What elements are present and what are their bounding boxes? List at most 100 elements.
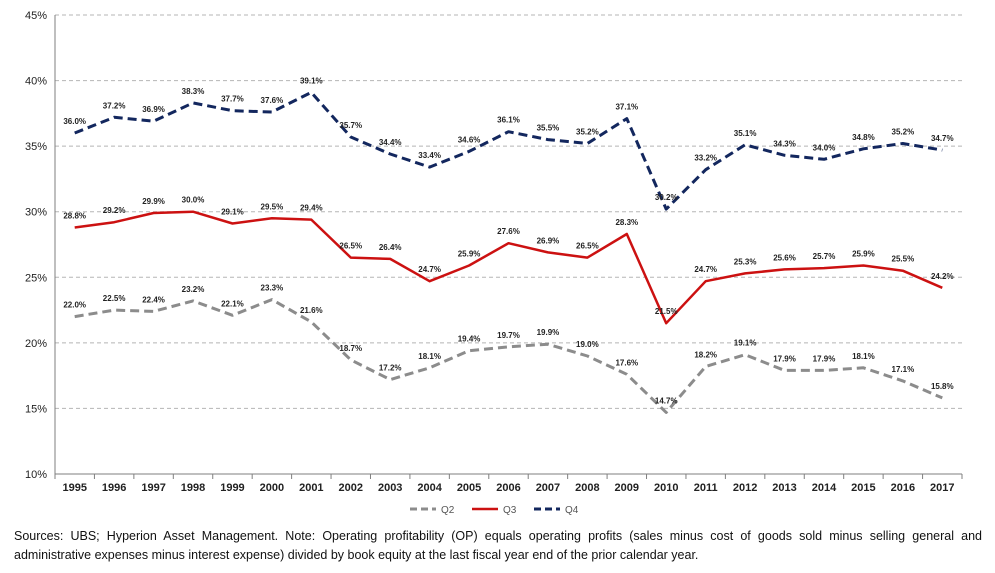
data-label-q2: 19.1% [734, 339, 757, 348]
data-label-q2: 19.7% [497, 331, 520, 340]
data-label-q3: 25.7% [813, 252, 836, 261]
data-label-q2: 18.7% [339, 344, 362, 353]
x-tick-label: 1995 [62, 482, 86, 494]
data-label-q4: 38.3% [182, 87, 205, 96]
data-label-q4: 34.4% [379, 138, 402, 147]
x-tick-label: 2012 [733, 482, 757, 494]
data-label-q2: 17.9% [813, 354, 836, 363]
x-tick-label: 1999 [220, 482, 244, 494]
data-label-q3: 25.9% [458, 249, 481, 258]
x-tick-label: 2015 [851, 482, 875, 494]
data-label-q2: 19.0% [576, 340, 599, 349]
y-tick-label: 10% [25, 469, 47, 481]
data-label-q2: 17.2% [379, 364, 402, 373]
x-tick-label: 2016 [891, 482, 915, 494]
x-tick-label: 2008 [575, 482, 599, 494]
x-tick-label: 2014 [812, 482, 837, 494]
data-label-q4: 34.7% [931, 134, 954, 143]
legend-label-q4: Q4 [565, 505, 579, 516]
data-label-q2: 18.2% [694, 350, 717, 359]
legend-label-q3: Q3 [503, 505, 517, 516]
data-label-q3: 29.1% [221, 208, 244, 217]
x-tick-label: 2001 [299, 482, 323, 494]
data-label-q4: 35.7% [339, 121, 362, 130]
data-label-q3: 25.5% [892, 255, 915, 264]
data-label-q2: 17.9% [773, 354, 796, 363]
x-tick-label: 2006 [496, 482, 520, 494]
data-label-q4: 36.9% [142, 105, 165, 114]
legend-label-q2: Q2 [441, 505, 455, 516]
data-label-q3: 25.3% [734, 257, 757, 266]
y-tick-label: 30% [25, 207, 47, 219]
x-tick-label: 2003 [378, 482, 402, 494]
data-label-q4: 35.2% [576, 128, 599, 137]
data-label-q4: 37.2% [103, 101, 126, 110]
data-label-q3: 25.9% [852, 249, 875, 258]
data-label-q3: 29.5% [261, 202, 284, 211]
data-label-q4: 33.2% [694, 154, 717, 163]
data-label-q2: 23.2% [182, 285, 205, 294]
data-label-q3: 21.5% [655, 307, 678, 316]
data-label-q2: 22.4% [142, 295, 165, 304]
data-label-q4: 34.0% [813, 143, 836, 152]
data-label-q2: 18.1% [852, 352, 875, 361]
data-label-q3: 25.6% [773, 253, 796, 262]
data-label-q4: 35.5% [537, 124, 560, 133]
x-tick-label: 1998 [181, 482, 205, 494]
legend: Q2 Q3 Q4 [410, 505, 579, 516]
x-tick-label: 2011 [694, 482, 718, 494]
x-tick-label: 2004 [417, 482, 442, 494]
data-label-q4: 36.0% [63, 117, 86, 126]
x-tick-label: 2017 [930, 482, 954, 494]
series-line-q3 [74, 210, 943, 325]
data-label-q3: 28.3% [615, 218, 638, 227]
data-label-q2: 19.9% [537, 328, 560, 337]
data-label-q3: 30.0% [182, 196, 205, 205]
data-label-q2: 15.8% [931, 382, 954, 391]
data-label-q2: 23.3% [261, 284, 284, 293]
y-tick-label: 40% [25, 76, 47, 88]
y-tick-label: 45% [25, 10, 47, 22]
source-note: Sources: UBS; Hyperion Asset Management.… [14, 529, 982, 562]
data-label-q3: 26.4% [379, 243, 402, 252]
data-label-q4: 33.4% [418, 151, 441, 160]
y-tick-label: 15% [25, 403, 47, 415]
data-label-q4: 34.8% [852, 133, 875, 142]
data-label-q4: 37.1% [615, 103, 638, 112]
axis-layer: 10% 15% 20% 25% 30% 35% 40% 45% 1995 1996 1997 1998… [25, 10, 963, 494]
data-label-q2: 18.1% [418, 352, 441, 361]
series-line-q2 [74, 298, 943, 414]
chart-area: 10% 15% 20% 25% 30% 35% 40% 45% 1995 1996 1997 1998… [25, 10, 963, 516]
line-chart: 10% 15% 20% 25% 30% 35% 40% 45% 1995 1996 1997 1998… [25, 10, 963, 516]
x-tick-label: 1996 [102, 482, 126, 494]
x-tick-label: 2000 [260, 482, 284, 494]
x-tick-label: 2013 [772, 482, 796, 494]
x-tick-label: 2009 [615, 482, 639, 494]
x-tick-label: 1997 [141, 482, 165, 494]
data-label-q3: 29.4% [300, 204, 323, 213]
x-tick-label: 2007 [536, 482, 560, 494]
data-label-q4: 36.1% [497, 116, 520, 125]
data-label-q2: 17.1% [892, 365, 915, 374]
data-label-q3: 26.9% [537, 236, 560, 245]
data-label-q3: 24.7% [694, 265, 717, 274]
data-label-q2: 17.6% [615, 358, 638, 367]
data-label-q2: 22.1% [221, 299, 244, 308]
data-label-q3: 29.9% [142, 197, 165, 206]
x-tick-label: 2002 [339, 482, 363, 494]
data-label-q3: 27.6% [497, 227, 520, 236]
data-label-q2: 22.0% [63, 301, 86, 310]
x-tick-label: 2005 [457, 482, 481, 494]
data-label-q4: 39.1% [300, 76, 323, 85]
data-label-q2: 22.5% [103, 294, 126, 303]
data-label-q2: 21.6% [300, 306, 323, 315]
data-label-q4: 37.6% [261, 96, 284, 105]
data-label-q3: 26.5% [339, 242, 362, 251]
data-label-q4: 37.7% [221, 95, 244, 104]
y-tick-label: 35% [25, 141, 47, 153]
data-label-q3: 24.2% [931, 272, 954, 281]
data-label-q4: 30.2% [655, 193, 678, 202]
data-label-q3: 26.5% [576, 242, 599, 251]
data-label-q2: 19.4% [458, 335, 481, 344]
data-label-q2: 14.7% [655, 396, 678, 405]
